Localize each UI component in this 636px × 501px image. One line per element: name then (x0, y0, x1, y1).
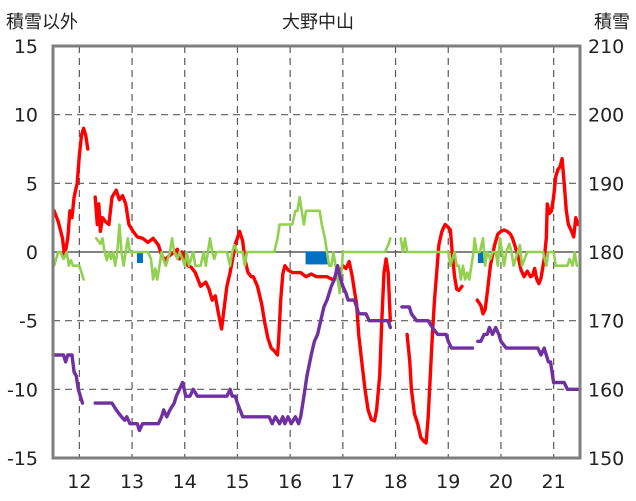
left-tick-label: 5 (26, 173, 38, 195)
x-tick-label: 16 (278, 471, 302, 493)
left-tick-label: 10 (14, 105, 38, 127)
x-tick-labels: 12 13 14 15 16 17 18 19 20 21 (67, 471, 565, 493)
temperature-line (405, 222, 464, 445)
left-tick-label: -15 (7, 448, 38, 470)
temperature-line (93, 188, 392, 423)
series-lines (51, 126, 582, 445)
wind-line (399, 237, 579, 281)
x-tick-label: 14 (173, 471, 197, 493)
right-tick-label: 200 (588, 105, 624, 127)
precipitation-bar (477, 252, 484, 263)
right-tick-label: 160 (588, 379, 624, 401)
snow_depth-line (93, 264, 392, 433)
right-axis-label: 積雪 (594, 12, 630, 33)
precipitation-bar (319, 252, 326, 265)
precipitation-bars (136, 252, 484, 265)
x-tick-label: 17 (331, 471, 355, 493)
x-tick-label: 20 (489, 471, 513, 493)
snow_depth-line (476, 325, 582, 391)
left-tick-label: 15 (14, 36, 38, 58)
right-tick-label: 150 (588, 448, 624, 470)
right-tick-label: 190 (588, 173, 624, 195)
left-tick-labels: 15 10 5 0 -5 -10 -15 (7, 36, 38, 470)
right-tick-label: 210 (588, 36, 624, 58)
x-tick-label: 12 (67, 471, 91, 493)
wind-line (52, 250, 85, 281)
x-tick-label: 13 (120, 471, 144, 493)
left-tick-label: 0 (26, 242, 38, 264)
plot-frame (51, 44, 582, 460)
precipitation-bar (322, 252, 329, 265)
snow_depth-line (400, 305, 475, 350)
left-axis-label: 積雪以外 (6, 12, 78, 33)
precipitation-bar (305, 252, 312, 265)
left-tick-label: -5 (19, 311, 38, 333)
right-tick-labels: 210 200 190 180 170 160 150 (588, 36, 624, 470)
left-tick-label: -10 (7, 379, 38, 401)
temperature-line (475, 156, 580, 316)
x-tick-label: 21 (542, 471, 566, 493)
x-tick-label: 18 (383, 471, 407, 493)
precipitation-bar (136, 252, 143, 263)
x-tick-label: 15 (225, 471, 249, 493)
precipitation-bar (308, 252, 315, 265)
snow_depth-line (51, 353, 85, 405)
wind-line (94, 195, 392, 295)
temperature-line (52, 126, 90, 258)
x-tick-label: 19 (436, 471, 460, 493)
right-tick-label: 180 (588, 242, 624, 264)
precipitation-bar (316, 252, 323, 265)
precipitation-bar (311, 252, 318, 265)
chart-title: 大野中山 (282, 12, 354, 33)
right-tick-label: 170 (588, 311, 624, 333)
